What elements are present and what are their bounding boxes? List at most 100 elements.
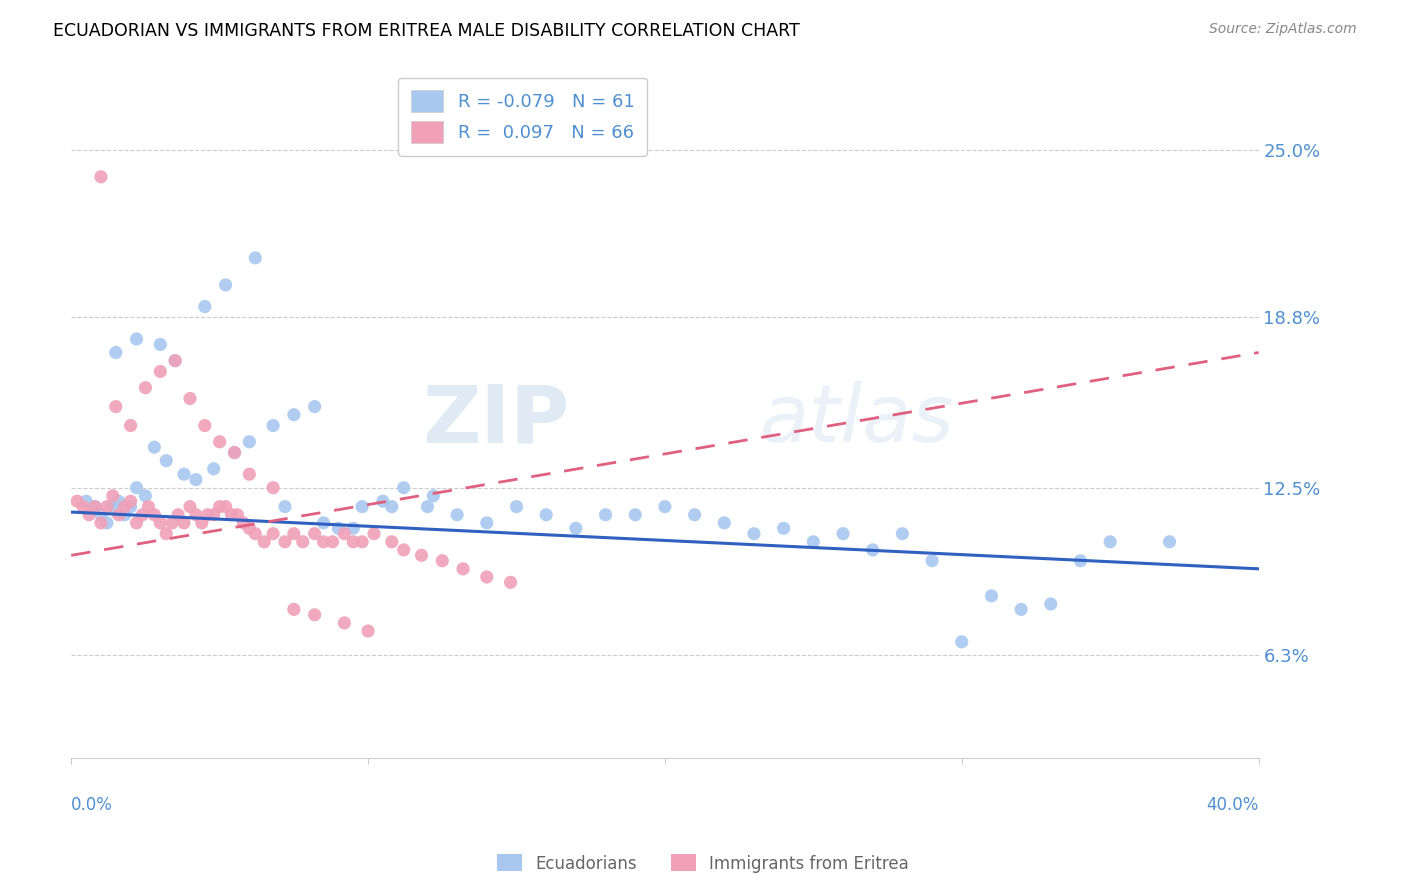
Point: [742, 526, 765, 541]
Point: [77, 508, 100, 522]
Text: Source: ZipAtlas.com: Source: ZipAtlas.com: [1209, 22, 1357, 37]
Point: [160, 516, 183, 530]
Point: [565, 521, 588, 535]
Point: [381, 500, 404, 514]
Point: [291, 534, 314, 549]
Point: [197, 508, 219, 522]
Point: [392, 481, 415, 495]
Point: [125, 481, 148, 495]
Text: ZIP: ZIP: [423, 381, 569, 459]
Text: 0.0%: 0.0%: [72, 796, 112, 814]
Point: [274, 500, 297, 514]
Point: [184, 473, 207, 487]
Point: [125, 516, 148, 530]
Point: [114, 500, 136, 514]
Point: [950, 635, 973, 649]
Point: [194, 418, 217, 433]
Point: [891, 526, 914, 541]
Point: [90, 508, 112, 522]
Point: [475, 570, 498, 584]
Point: [101, 500, 124, 514]
Point: [208, 434, 231, 449]
Point: [1069, 554, 1091, 568]
Point: [90, 169, 112, 184]
Point: [381, 534, 404, 549]
Point: [208, 500, 231, 514]
Point: [120, 494, 142, 508]
Point: [772, 521, 794, 535]
Point: [202, 462, 225, 476]
Point: [149, 364, 172, 378]
Point: [184, 508, 207, 522]
Point: [499, 575, 522, 590]
Point: [134, 381, 156, 395]
Point: [416, 500, 439, 514]
Legend: R = -0.079   N = 61, R =  0.097   N = 66: R = -0.079 N = 61, R = 0.097 N = 66: [398, 78, 647, 156]
Point: [505, 500, 527, 514]
Point: [173, 467, 195, 482]
Point: [654, 500, 676, 514]
Point: [149, 337, 172, 351]
Point: [321, 534, 343, 549]
Point: [224, 445, 246, 459]
Point: [245, 251, 267, 265]
Point: [832, 526, 855, 541]
Point: [342, 521, 364, 535]
Point: [194, 300, 217, 314]
Point: [90, 516, 112, 530]
Point: [451, 562, 474, 576]
Point: [104, 345, 127, 359]
Point: [304, 607, 326, 622]
Point: [75, 494, 97, 508]
Point: [107, 508, 129, 522]
Text: atlas: atlas: [759, 381, 955, 459]
Point: [143, 440, 166, 454]
Point: [125, 332, 148, 346]
Point: [165, 353, 187, 368]
Text: ECUADORIAN VS IMMIGRANTS FROM ERITREA MALE DISABILITY CORRELATION CHART: ECUADORIAN VS IMMIGRANTS FROM ERITREA MA…: [53, 22, 800, 40]
Point: [262, 418, 284, 433]
Point: [253, 534, 276, 549]
Point: [411, 549, 433, 563]
Point: [96, 500, 118, 514]
Point: [371, 494, 394, 508]
Point: [713, 516, 735, 530]
Point: [980, 589, 1002, 603]
Point: [232, 516, 254, 530]
Point: [179, 500, 201, 514]
Point: [595, 508, 617, 522]
Point: [274, 534, 297, 549]
Point: [107, 494, 129, 508]
Text: 40.0%: 40.0%: [1206, 796, 1258, 814]
Point: [333, 526, 356, 541]
Point: [134, 489, 156, 503]
Point: [149, 516, 172, 530]
Point: [283, 602, 305, 616]
Point: [801, 534, 824, 549]
Point: [392, 542, 415, 557]
Point: [214, 500, 236, 514]
Point: [475, 516, 498, 530]
Point: [262, 526, 284, 541]
Point: [84, 500, 107, 514]
Point: [352, 534, 374, 549]
Point: [84, 500, 107, 514]
Point: [1010, 602, 1032, 616]
Point: [238, 467, 260, 482]
Point: [262, 481, 284, 495]
Point: [191, 516, 214, 530]
Point: [165, 353, 187, 368]
Point: [862, 542, 884, 557]
Point: [422, 489, 444, 503]
Point: [283, 408, 305, 422]
Point: [312, 516, 335, 530]
Point: [155, 453, 177, 467]
Point: [202, 508, 225, 522]
Point: [1039, 597, 1062, 611]
Point: [304, 526, 326, 541]
Point: [226, 508, 249, 522]
Point: [245, 526, 267, 541]
Point: [173, 516, 195, 530]
Point: [304, 400, 326, 414]
Point: [238, 521, 260, 535]
